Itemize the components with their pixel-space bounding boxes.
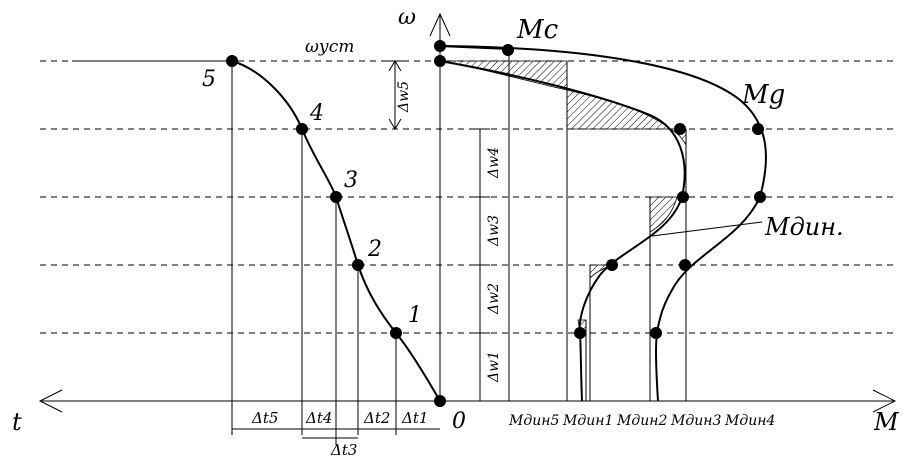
point-4-label: 4 bbox=[309, 101, 324, 126]
mc-label: Mc bbox=[516, 15, 559, 45]
delta-t4-label: Δt4 bbox=[305, 409, 332, 427]
delta-w1-label: Δw1 bbox=[486, 351, 502, 383]
delta-w3-label: Δw3 bbox=[486, 215, 502, 247]
mg-label: Mg bbox=[741, 80, 785, 110]
torque-verticals bbox=[508, 50, 687, 401]
mdin1-tick: Mдин1 bbox=[562, 413, 613, 429]
mdin-label: Mдин. bbox=[764, 213, 844, 241]
curve-points bbox=[434, 40, 766, 339]
time-verticals bbox=[231, 61, 397, 445]
t-axis-label: t bbox=[12, 408, 22, 436]
delta-t3-label: Δt3 bbox=[330, 441, 357, 459]
omega-ust-label: ωуст bbox=[305, 37, 354, 57]
delta-t1-label: Δt1 bbox=[401, 409, 428, 427]
point-2-label: 2 bbox=[367, 237, 382, 262]
point-3-label: 3 bbox=[344, 168, 358, 193]
origin-label: 0 bbox=[452, 409, 466, 434]
mdin3-tick: Mдин3 bbox=[670, 413, 721, 429]
speed-time-curve bbox=[231, 60, 441, 402]
delta-t-dimensions bbox=[232, 428, 440, 439]
dynamic-torque-hatch bbox=[439, 60, 687, 334]
mc-top-line bbox=[439, 45, 510, 50]
mdin4-tick: Mдин4 bbox=[724, 413, 775, 429]
mdin-leader bbox=[651, 221, 763, 237]
axes bbox=[38, 12, 897, 413]
delta-w4-label: Δw4 bbox=[486, 147, 502, 179]
omega-axis-label: ω bbox=[398, 5, 416, 30]
mdin2-tick: Mдин2 bbox=[616, 413, 667, 429]
point-5-label: 5 bbox=[202, 67, 216, 92]
mdin-curve bbox=[439, 60, 686, 402]
delta-t5-label: Δt5 bbox=[251, 409, 278, 427]
delta-w2-label: Δw2 bbox=[486, 283, 502, 315]
mdin5-tick: Mдин5 bbox=[508, 413, 559, 429]
left-points bbox=[226, 55, 446, 407]
delta-w-dimensions bbox=[387, 60, 490, 401]
point-1-label: 1 bbox=[408, 303, 422, 328]
delta-t2-label: Δt2 bbox=[363, 409, 390, 427]
m-axis-label: M bbox=[873, 408, 900, 436]
delta-w5-label: Δw5 bbox=[396, 81, 412, 113]
